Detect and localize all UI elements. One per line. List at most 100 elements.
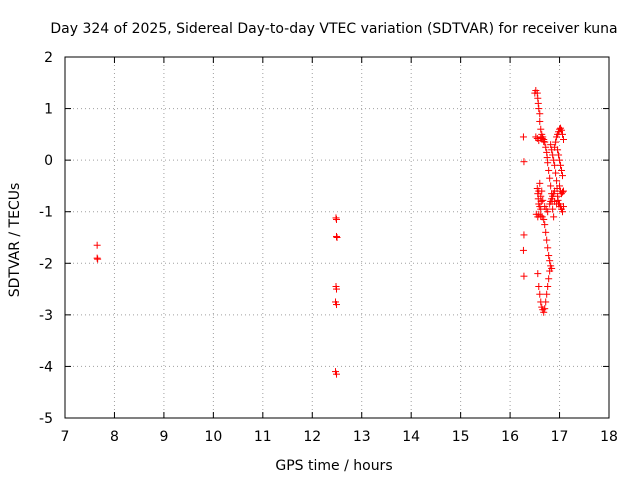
data-point (558, 166, 566, 174)
x-tick-label: 16 (501, 429, 519, 445)
x-tick-label: 18 (600, 429, 618, 445)
data-point (553, 200, 561, 208)
data-point (542, 143, 550, 151)
data-point (545, 275, 553, 283)
data-point (559, 130, 567, 138)
y-axis-tick-labels: -5 -4 -3 -2 -1 0 1 2 (39, 50, 53, 427)
y-tick-label: -4 (39, 359, 53, 375)
x-tick-label: 14 (402, 429, 420, 445)
data-point (546, 257, 554, 265)
x-tick-label: 11 (254, 429, 272, 445)
data-point (519, 246, 527, 254)
data-point (550, 213, 558, 221)
data-point (553, 177, 561, 185)
data-point (333, 215, 341, 223)
data-point (519, 133, 527, 141)
y-tick-label: -3 (39, 308, 53, 324)
x-axis-label: GPS time / hours (275, 458, 392, 474)
data-point (538, 187, 546, 195)
data-point (540, 138, 548, 146)
data-point (333, 234, 341, 241)
x-tick-label: 7 (61, 429, 70, 445)
data-point (560, 136, 568, 144)
data-point (539, 196, 547, 204)
data-point (536, 117, 544, 125)
x-tick-label: 9 (159, 429, 168, 445)
y-axis-label: SDTVAR / TECUs (7, 183, 23, 298)
y-tick-label: 1 (44, 102, 53, 118)
data-point (559, 172, 567, 180)
data-point (535, 105, 543, 113)
data-point (544, 282, 552, 290)
data-point (549, 151, 557, 159)
data-point (559, 208, 567, 216)
data-point (552, 138, 560, 146)
data-point (550, 156, 558, 164)
data-point (532, 133, 540, 141)
data-point (545, 166, 553, 174)
x-tick-label: 10 (204, 429, 222, 445)
x-tick-label: 15 (452, 429, 470, 445)
data-point (540, 215, 548, 223)
data-point (557, 161, 565, 169)
data-point (549, 205, 557, 213)
data-point (541, 305, 549, 313)
data-point (520, 158, 528, 166)
data-point (93, 241, 101, 249)
data-point (554, 146, 562, 154)
data-point (547, 141, 555, 149)
data-point (544, 208, 552, 216)
data-point (546, 267, 554, 275)
plot-frame (64, 56, 610, 419)
y-tick-label: 0 (44, 153, 53, 169)
data-point (536, 110, 544, 118)
data-point (534, 270, 542, 278)
data-point (543, 236, 551, 244)
data-point (556, 156, 564, 164)
data-point (541, 138, 549, 146)
data-point (537, 212, 545, 220)
data-point (540, 308, 548, 316)
data-point (536, 179, 544, 187)
data-point (559, 188, 567, 196)
data-point (94, 255, 102, 263)
data-point (543, 290, 551, 298)
data-point (552, 169, 560, 177)
data-point (537, 133, 545, 141)
x-tick-label: 12 (303, 429, 321, 445)
data-point (520, 231, 528, 239)
data-point (333, 370, 341, 378)
data-point (545, 252, 553, 260)
grid (65, 57, 609, 418)
data-point (555, 151, 563, 159)
data-point (544, 159, 552, 167)
data-point (520, 272, 528, 280)
data-point (551, 161, 559, 169)
x-tick-label: 8 (110, 429, 119, 445)
data-point (542, 228, 550, 236)
data-point (333, 301, 341, 309)
chart-title: Day 324 of 2025, Sidereal Day-to-day VTE… (50, 21, 617, 37)
x-axis-tick-labels: 7 8 9 10 11 12 13 14 15 16 17 18 (61, 429, 618, 445)
data-point (554, 196, 562, 204)
data-point (536, 290, 544, 298)
data-point (333, 285, 341, 293)
data-point (546, 174, 554, 182)
data-point (560, 187, 568, 195)
data-point (538, 134, 546, 142)
data-point (556, 182, 564, 190)
data-point (558, 126, 566, 134)
x-tick-label: 13 (353, 429, 371, 445)
data-point (537, 125, 545, 133)
axis-ticks (64, 56, 610, 419)
y-tick-label: -5 (39, 411, 53, 427)
y-tick-label: -1 (39, 205, 53, 221)
data-point (547, 182, 555, 190)
data-point (541, 221, 549, 229)
x-tick-label: 17 (551, 429, 569, 445)
data-points (93, 87, 568, 378)
data-point (544, 244, 552, 252)
data-point (537, 192, 545, 200)
data-point (560, 203, 568, 211)
y-tick-label: 2 (44, 50, 53, 66)
